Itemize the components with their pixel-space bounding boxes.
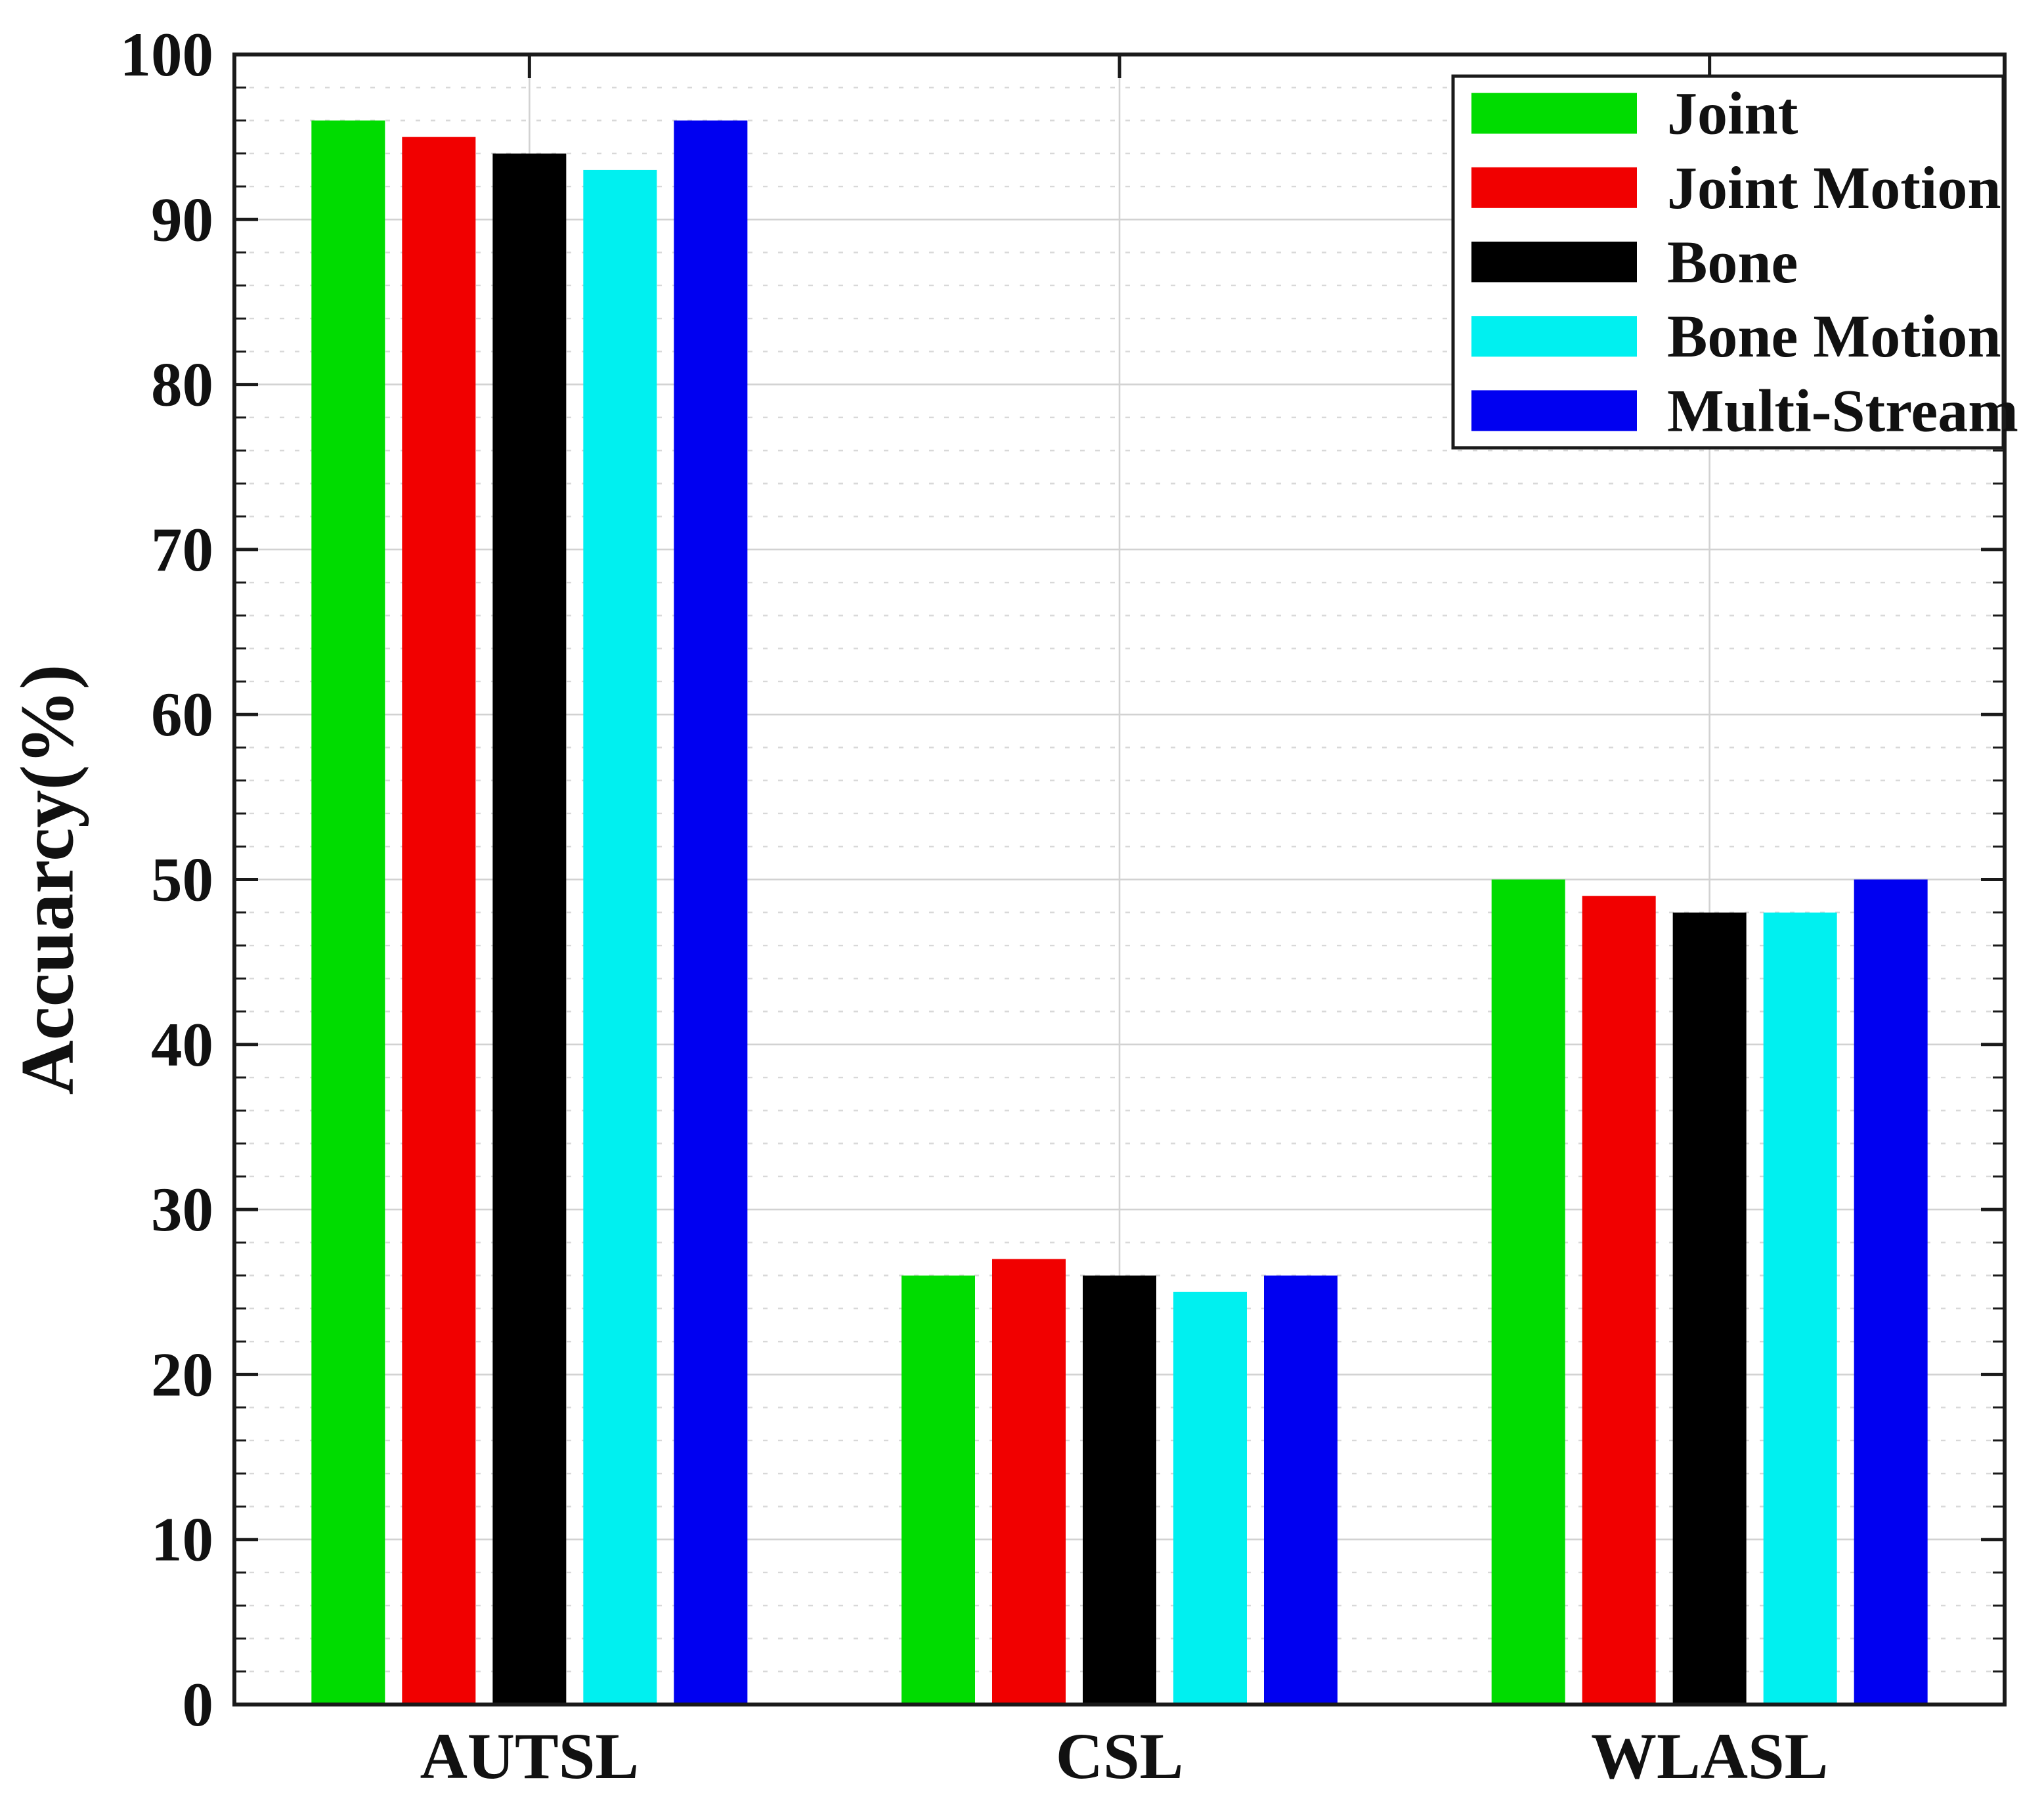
y-tick-label: 90 — [151, 185, 213, 254]
y-tick-label: 0 — [183, 1670, 214, 1739]
y-tick-label: 80 — [151, 350, 213, 420]
bar-CSL-Joint-Motion — [992, 1259, 1066, 1705]
legend-label-Bone-Motion: Bone Motion — [1667, 303, 2001, 370]
y-tick-label: 100 — [120, 20, 214, 89]
y-tick-label: 50 — [151, 845, 213, 915]
bar-AUTSL-Bone — [492, 153, 567, 1705]
bar-WLASL-Multi-Stream — [1854, 879, 1928, 1705]
bar-CSL-Bone — [1083, 1275, 1156, 1705]
legend-swatch-Bone-Motion — [1471, 316, 1637, 357]
bar-CSL-Multi-Stream — [1264, 1275, 1337, 1705]
legend-swatch-Joint — [1471, 93, 1637, 134]
bar-AUTSL-Multi-Stream — [674, 120, 748, 1705]
y-tick-label: 20 — [151, 1339, 213, 1409]
x-category-label: WLASL — [1591, 1720, 1828, 1792]
legend-label-Bone: Bone — [1667, 228, 1798, 295]
legend-swatch-Joint-Motion — [1471, 167, 1637, 208]
y-tick-label: 30 — [151, 1175, 213, 1244]
legend-label-Joint: Joint — [1667, 80, 1798, 147]
bar-AUTSL-Bone-Motion — [583, 169, 657, 1705]
bar-CSL-Bone-Motion — [1173, 1292, 1247, 1705]
plot-frame — [232, 53, 2007, 1706]
x-category-label: AUTSL — [420, 1720, 639, 1792]
bar-CSL-Joint — [902, 1275, 975, 1705]
y-tick-label: 40 — [151, 1010, 213, 1079]
x-category-label: CSL — [1056, 1720, 1184, 1792]
bar-AUTSL-Joint — [311, 120, 385, 1705]
legend-swatch-Bone — [1471, 242, 1637, 282]
y-axis-title: Accuarcy(%) — [6, 664, 89, 1095]
y-tick-label: 10 — [151, 1505, 213, 1575]
bar-AUTSL-Joint-Motion — [402, 137, 476, 1705]
legend-label-Multi-Stream: Multi-Stream — [1667, 377, 2018, 444]
y-tick-label: 60 — [151, 680, 213, 749]
bar-WLASL-Bone-Motion — [1763, 912, 1837, 1705]
y-tick-label: 70 — [151, 515, 213, 584]
bar-WLASL-Joint — [1491, 879, 1565, 1705]
bar-WLASL-Bone — [1672, 912, 1747, 1705]
legend-label-Joint-Motion: Joint Motion — [1667, 154, 2001, 221]
legend-swatch-Multi-Stream — [1471, 390, 1637, 431]
bar-WLASL-Joint-Motion — [1582, 896, 1656, 1705]
